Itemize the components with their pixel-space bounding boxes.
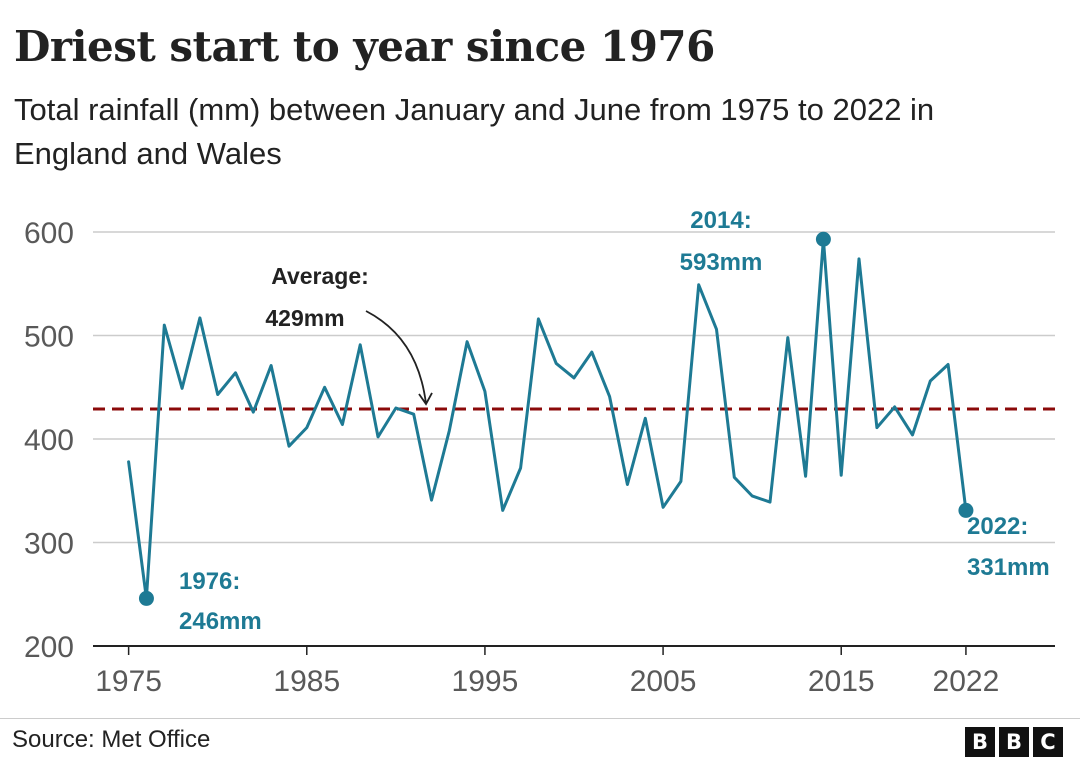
annotation-value: 331mm bbox=[967, 554, 1050, 581]
highlight-point bbox=[815, 231, 831, 247]
x-tick-label: 2022 bbox=[933, 665, 1000, 698]
annotation-value: 593mm bbox=[680, 249, 763, 276]
x-tick-label: 1985 bbox=[273, 665, 340, 698]
average-arrow bbox=[365, 310, 433, 406]
footer-divider bbox=[0, 718, 1080, 719]
highlight-point bbox=[138, 590, 154, 606]
annotation-year: 2022: bbox=[967, 513, 1028, 540]
logo-letter: B bbox=[999, 727, 1029, 757]
y-tick-label: 300 bbox=[24, 528, 74, 561]
average-label: Average: bbox=[271, 263, 369, 289]
rainfall-line-chart: 200 300 400 500 600 1975 1985 1995 2005 2015 2022… bbox=[24, 207, 1055, 698]
y-tick-label: 600 bbox=[24, 217, 74, 250]
logo-letter: B bbox=[965, 727, 995, 757]
chart-title: Driest start to year since 1976 bbox=[14, 22, 715, 71]
y-tick-label: 400 bbox=[24, 424, 74, 457]
x-tick-label: 1995 bbox=[452, 665, 519, 698]
chart-subtitle: Total rainfall (mm) between January and … bbox=[14, 92, 935, 171]
y-tick-label: 500 bbox=[24, 321, 74, 354]
y-tick-label: 200 bbox=[24, 631, 74, 664]
series-layer bbox=[127, 237, 968, 600]
y-axis-ticks: 200 300 400 500 600 bbox=[24, 217, 74, 664]
average-value-label: 429mm bbox=[265, 305, 344, 331]
x-tick-label: 2015 bbox=[808, 665, 875, 698]
annotation-value: 246mm bbox=[179, 608, 262, 635]
highlight-point bbox=[958, 502, 974, 518]
annotations: 1976: 246mm 2014: 593mm 2022: 331mm bbox=[138, 207, 1050, 635]
source-note: Source: Met Office bbox=[12, 726, 211, 753]
rainfall-series-line bbox=[127, 237, 968, 600]
x-axis-ticks: 1975 1985 1995 2005 2015 2022 bbox=[95, 646, 999, 698]
bbc-logo: B B C bbox=[965, 727, 1063, 757]
logo-letter: C bbox=[1033, 727, 1063, 757]
x-tick-label: 2005 bbox=[630, 665, 697, 698]
annotation-year: 1976: bbox=[179, 568, 240, 595]
gridlines bbox=[93, 231, 1055, 544]
annotation-year: 2014: bbox=[690, 207, 751, 234]
x-tick-label: 1975 bbox=[95, 665, 162, 698]
